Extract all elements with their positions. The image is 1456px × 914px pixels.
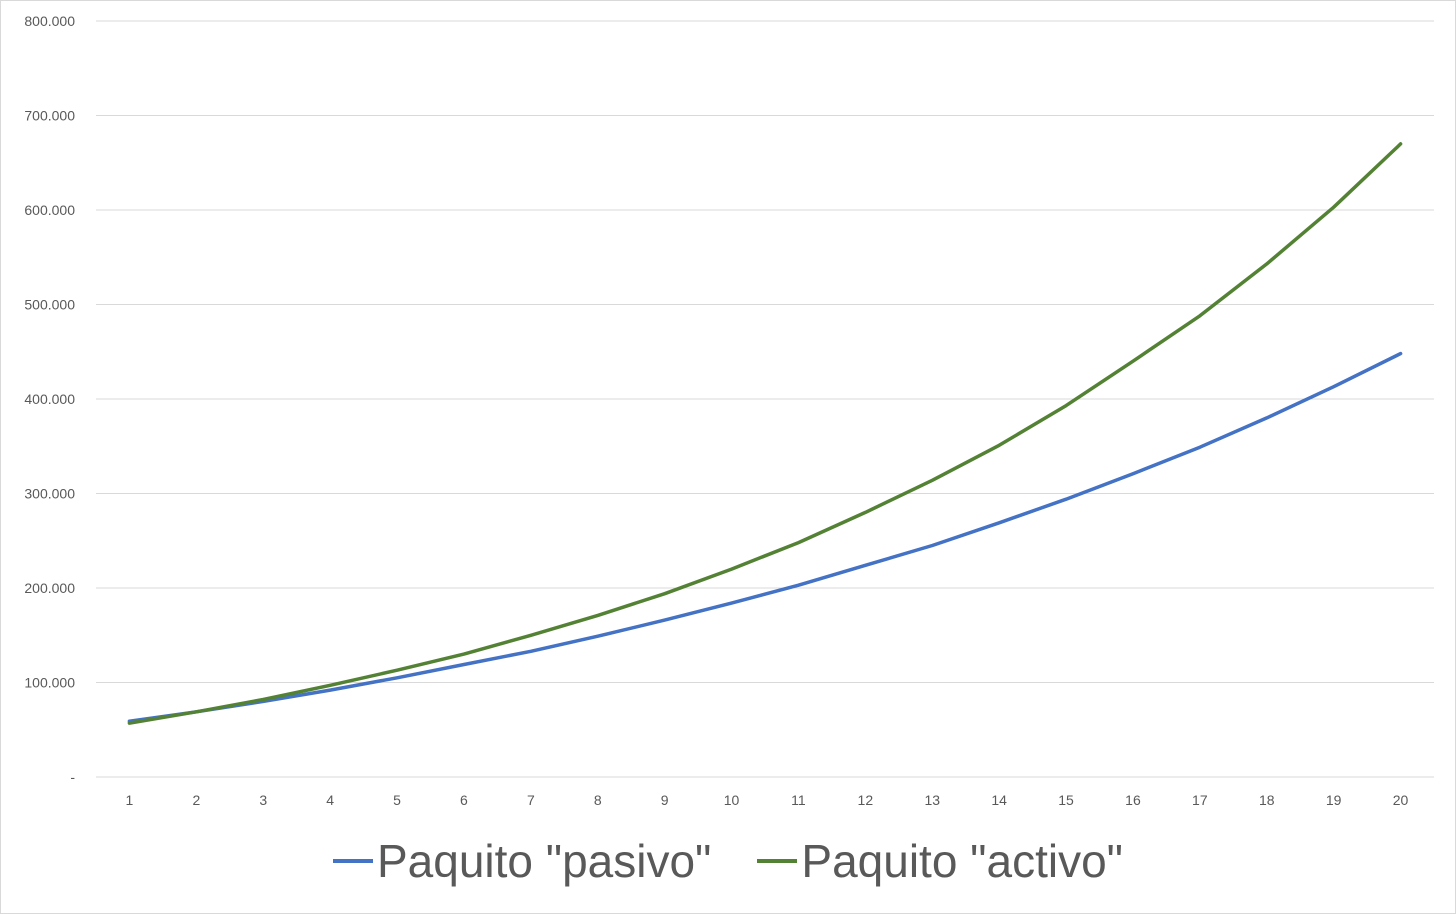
series-lines [127, 142, 1403, 725]
y-tick-label: 200.000 [24, 580, 75, 596]
x-tick-label: 9 [661, 792, 669, 808]
x-tick-label: 4 [326, 792, 334, 808]
legend-swatch-pasivo [332, 859, 373, 863]
legend-swatch-activo [757, 859, 798, 863]
y-tick-label: 100.000 [24, 675, 75, 691]
x-axis-ticks: 1 2 3 4 5 6 7 8 9 10 11 12 13 14 15 16 17 18 19 20 [126, 792, 1409, 808]
x-tick-label: 2 [192, 792, 200, 808]
y-tick-label: 800.000 [24, 13, 75, 29]
x-tick-label: 20 [1393, 792, 1409, 808]
x-tick-label: 7 [527, 792, 535, 808]
gridlines [96, 20, 1434, 778]
x-tick-label: 12 [858, 792, 874, 808]
x-tick-label: 14 [991, 792, 1007, 808]
x-tick-label: 1 [126, 792, 134, 808]
x-tick-label: 6 [460, 792, 468, 808]
x-tick-label: 19 [1326, 792, 1342, 808]
series-line-activo [127, 142, 1403, 725]
legend-item-activo: Paquito "activo" [757, 838, 1123, 884]
y-tick-label: - [70, 769, 75, 785]
series-line-pasivo [127, 351, 1403, 723]
y-tick-label: 500.000 [24, 297, 75, 313]
x-tick-label: 15 [1058, 792, 1074, 808]
x-tick-label: 16 [1125, 792, 1141, 808]
x-tick-label: 17 [1192, 792, 1208, 808]
x-tick-label: 5 [393, 792, 401, 808]
y-axis-ticks: - 100.000 200.000 300.000 400.000 500.000 600.… [24, 13, 75, 785]
x-tick-label: 3 [259, 792, 267, 808]
legend-label-pasivo: Paquito "pasivo" [376, 835, 712, 887]
y-tick-label: 300.000 [24, 486, 75, 502]
legend-label-activo: Paquito "activo" [801, 835, 1124, 887]
legend: Paquito "pasivo" Paquito "activo" [0, 826, 1456, 896]
legend-item-pasivo: Paquito "pasivo" [332, 835, 712, 887]
y-tick-label: 400.000 [24, 391, 75, 407]
y-tick-label: 700.000 [24, 108, 75, 124]
y-tick-label: 600.000 [24, 202, 75, 218]
x-tick-label: 11 [791, 792, 806, 808]
x-tick-label: 13 [924, 792, 940, 808]
x-tick-label: 18 [1259, 792, 1275, 808]
x-tick-label: 10 [724, 792, 740, 808]
x-tick-label: 8 [594, 792, 602, 808]
